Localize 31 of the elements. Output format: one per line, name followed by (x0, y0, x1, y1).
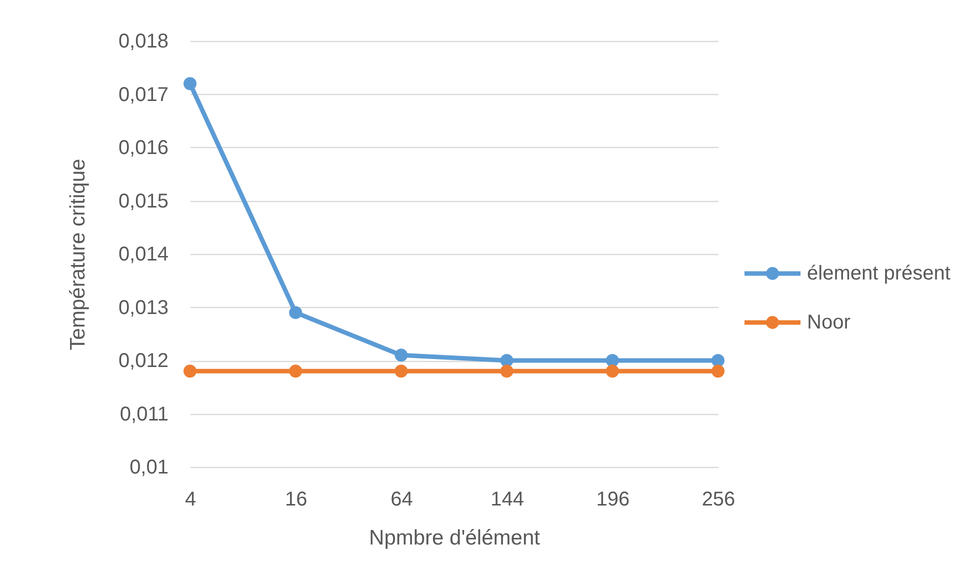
point (712, 354, 724, 367)
point (606, 354, 619, 367)
x-tick-label: 16 (284, 488, 308, 510)
y-tick-label: 0,017 (118, 84, 168, 106)
point (500, 364, 514, 378)
y-tick-label: 0,01 (130, 456, 168, 478)
x-axis-title: Npmbre d'élément (369, 526, 540, 550)
point (184, 77, 196, 90)
x-tick-label: 4 (184, 488, 196, 510)
y-tick-label: 0,012 (118, 350, 168, 372)
point (289, 364, 302, 378)
y-tick-label: 0,013 (118, 296, 168, 319)
x-tick-label: 64 (390, 488, 413, 510)
legend-label: élement présent (807, 262, 951, 284)
point (394, 348, 408, 362)
x-tick-label: 196 (596, 488, 630, 510)
point (712, 364, 724, 378)
x-tick-label: 144 (490, 488, 524, 510)
y-tick-label: 0,015 (118, 190, 168, 212)
x-tick-label: 256 (702, 488, 736, 510)
y-tick-label: 0,018 (118, 30, 168, 52)
point (394, 364, 408, 378)
point (289, 306, 302, 320)
legend-label: Noor (807, 312, 851, 334)
y-axis-title: Température critique (66, 158, 90, 350)
point (184, 364, 196, 378)
y-tick-label: 0,014 (118, 244, 168, 266)
y-tick-label: 0,011 (120, 403, 168, 426)
y-tick-label: 0,016 (118, 137, 168, 159)
point (500, 354, 514, 367)
point (606, 364, 619, 378)
